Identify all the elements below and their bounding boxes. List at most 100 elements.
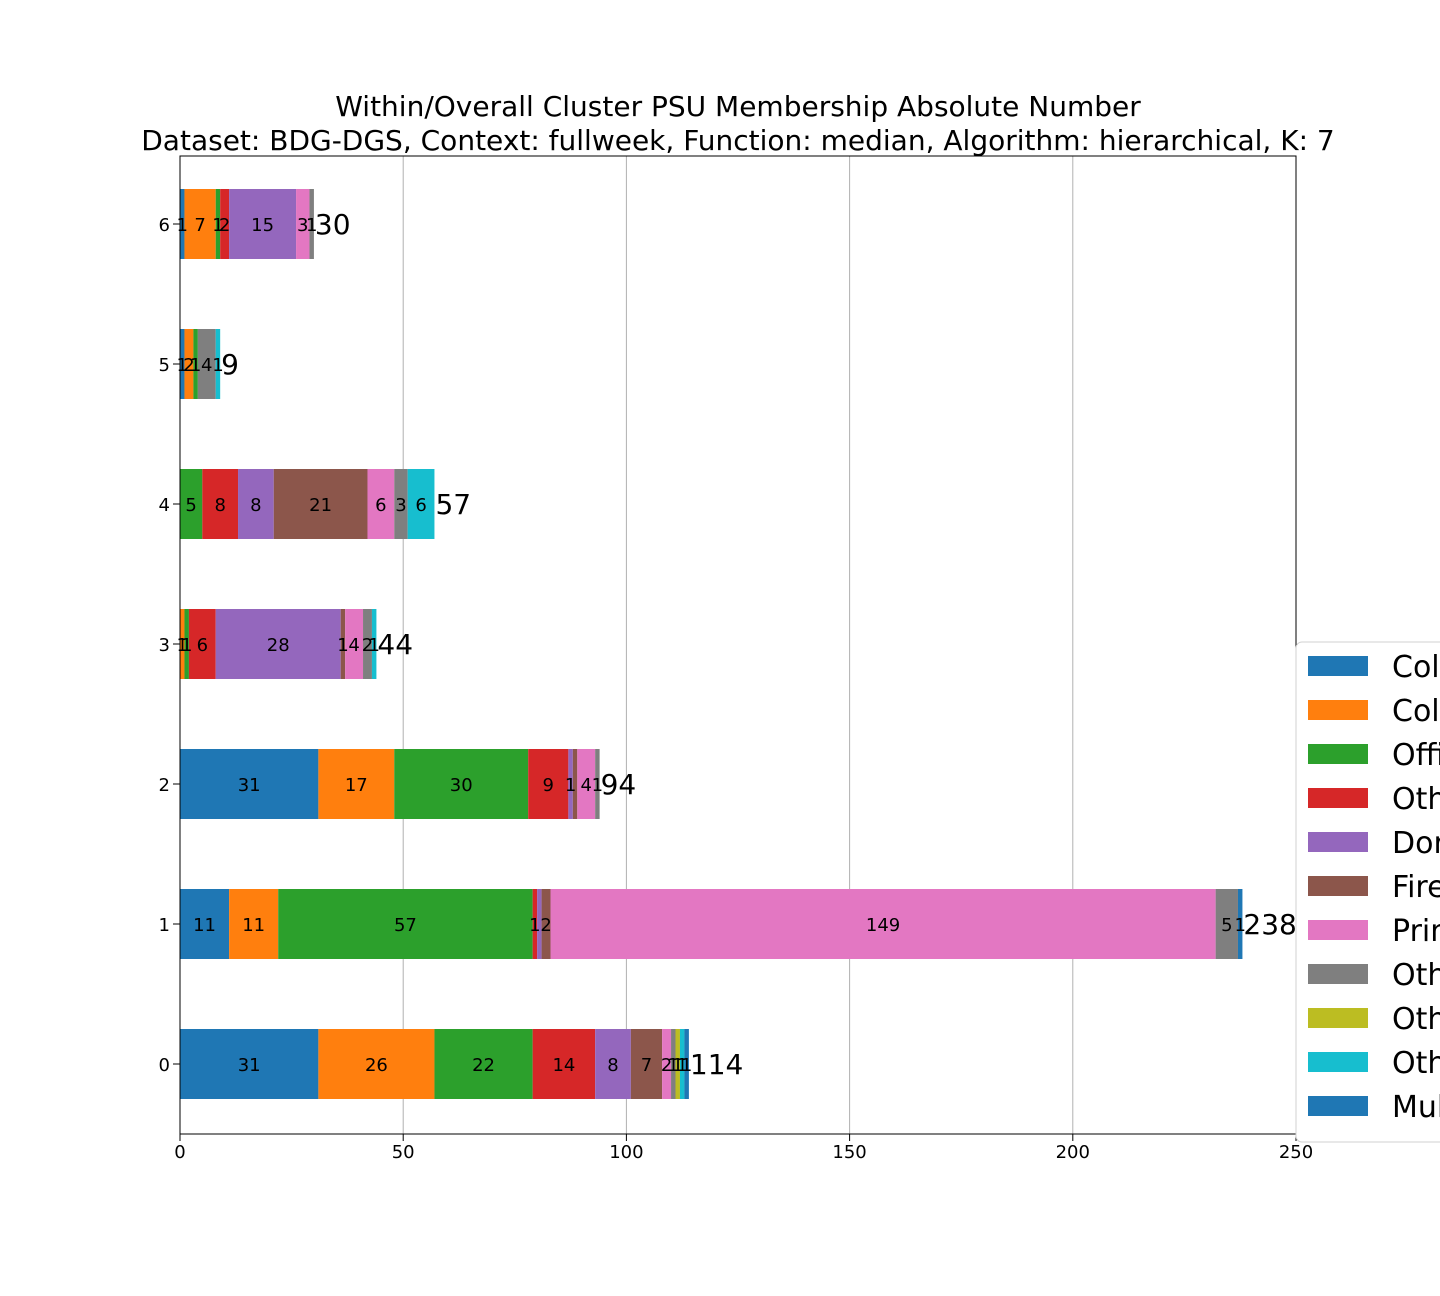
segment-value-label: 7: [641, 1055, 652, 1076]
segment-value-label: 11: [242, 915, 265, 936]
bar-segment: [318, 1029, 435, 1099]
bar-segment: [532, 889, 538, 959]
plot-frame: [179, 155, 1297, 1135]
legend-swatch: [1308, 1052, 1368, 1072]
x-tick-label: 50: [392, 1142, 415, 1163]
bar-segment: [671, 1029, 676, 1099]
bar-segment: [537, 889, 542, 959]
legend-swatch: [1308, 876, 1368, 896]
bar-segment: [180, 749, 319, 819]
segment-value-label: 22: [472, 1055, 495, 1076]
segment-value-label: 1: [1234, 915, 1245, 936]
segment-value-label: 1: [177, 355, 188, 376]
bar-segment: [363, 609, 372, 679]
segment-value-label: 1: [212, 215, 223, 236]
legend-swatch: [1308, 832, 1368, 852]
bar-segment: [180, 329, 185, 399]
bar-segment: [568, 749, 573, 819]
segment-value-label: 2: [661, 1055, 672, 1076]
bar-segment: [238, 469, 274, 539]
x-tick-label: 200: [1056, 1142, 1090, 1163]
segment-value-label: 1: [565, 775, 576, 796]
bar-segment: [541, 889, 551, 959]
bars: [180, 189, 1243, 1099]
segment-value-label: 1: [672, 1055, 683, 1076]
segment-value-label: 31: [238, 1055, 261, 1076]
bar-segment: [1215, 889, 1238, 959]
segment-value-label: 1: [668, 1055, 679, 1076]
segment-value-label: 11: [193, 915, 216, 936]
bar-segment: [188, 609, 216, 679]
segment-value-label: 15: [251, 215, 274, 236]
bar-segment: [572, 749, 578, 819]
legend-swatch: [1308, 1096, 1368, 1116]
legend-label: Col: [1392, 650, 1440, 685]
bar-segment: [595, 749, 600, 819]
segment-value-label: 4: [348, 635, 359, 656]
bar-total-label: 94: [601, 768, 637, 801]
legend-label: Mul: [1392, 1090, 1440, 1125]
bar-segment: [394, 469, 408, 539]
y-tick-label: 5: [159, 355, 170, 376]
segment-value-label: 57: [394, 915, 417, 936]
chart-subtitle: Dataset: BDG-DGS, Context: fullweek, Fun…: [141, 124, 1334, 157]
segment-value-label: 17: [345, 775, 368, 796]
segment-value-label: 3: [297, 215, 308, 236]
bar-segment: [675, 1029, 680, 1099]
legend-swatch: [1308, 964, 1368, 984]
legend-label: Oth: [1392, 1046, 1440, 1081]
y-tick-label: 6: [159, 215, 170, 236]
bar-segment: [197, 329, 216, 399]
bar-segment: [434, 1029, 533, 1099]
segment-value-label: 1: [337, 635, 348, 656]
segment-value-label: 6: [415, 495, 426, 516]
bar-segment: [229, 189, 297, 259]
bar-segment: [278, 889, 533, 959]
bar-segment: [180, 889, 230, 959]
bar-total-label: 114: [690, 1048, 743, 1081]
legend-label: Oth: [1392, 1002, 1440, 1037]
bar-segment: [180, 189, 185, 259]
bar-segment: [215, 189, 221, 259]
segment-value-label: 1: [592, 775, 603, 796]
bar-segment: [318, 749, 395, 819]
bar-total-label: 44: [377, 628, 413, 661]
segment-value-label: 149: [866, 915, 900, 936]
segment-value-label: 1: [177, 635, 188, 656]
segment-value-label: 1: [681, 1055, 692, 1076]
segment-value-label: 14: [552, 1055, 575, 1076]
bar-segment: [215, 329, 221, 399]
segment-value-label: 6: [197, 635, 208, 656]
x-tick-label: 100: [609, 1142, 643, 1163]
segment-value-label: 4: [201, 355, 212, 376]
bar-segment: [180, 1029, 319, 1099]
bar-segment: [577, 749, 596, 819]
bar-segment: [595, 1029, 631, 1099]
legend-label: Prim: [1392, 914, 1440, 949]
y-tick-label: 1: [159, 915, 170, 936]
bar-segment: [679, 1029, 685, 1099]
bar-segment: [309, 189, 314, 259]
segment-value-label: 31: [238, 775, 261, 796]
segment-value-label: 1: [212, 355, 223, 376]
segment-value-label: 2: [362, 635, 373, 656]
legend-swatch: [1308, 700, 1368, 720]
segment-value-label: 1: [190, 355, 201, 376]
segment-value-label: 8: [250, 495, 261, 516]
segment-value-label: 3: [395, 495, 406, 516]
bar-segment: [345, 609, 364, 679]
bar-segment: [532, 1029, 596, 1099]
legend: Col Col Offi Oth Dor Fire Prim Oth Oth Oth Mul: [1295, 641, 1440, 1143]
bar-segment: [296, 189, 310, 259]
bar-total-label: 30: [315, 208, 351, 241]
bar-segment: [1237, 889, 1243, 959]
y-tick-label: 4: [159, 495, 170, 516]
segment-value-label: 1: [177, 215, 188, 236]
bar-segment: [550, 889, 1216, 959]
bar-segment: [684, 1029, 689, 1099]
x-tick-label: 0: [174, 1142, 185, 1163]
